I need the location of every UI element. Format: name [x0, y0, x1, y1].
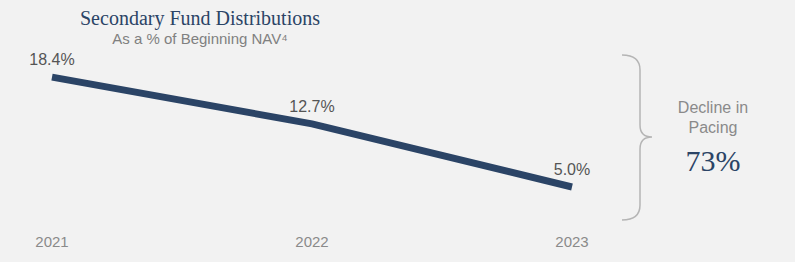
- svg-text:18.4%: 18.4%: [29, 51, 74, 68]
- html-text:Secondary Fund Distributions: Secondary Fund Distributions: [80, 7, 320, 29]
- svg-text:12.7%: 12.7%: [289, 98, 334, 115]
- html-text:Decline in Pacing: Decline in Pacing: [677, 99, 749, 136]
- html-text:73%: 73%: [685, 144, 741, 177]
- svg-text:2022: 2022: [295, 233, 328, 250]
- svg-text:2021: 2021: [35, 233, 68, 250]
- svg-text:2023: 2023: [555, 233, 588, 250]
- svg-text:5.0%: 5.0%: [554, 161, 590, 178]
- html-text:As a % of Beginning NAV⁴: As a % of Beginning NAV⁴: [112, 30, 288, 47]
